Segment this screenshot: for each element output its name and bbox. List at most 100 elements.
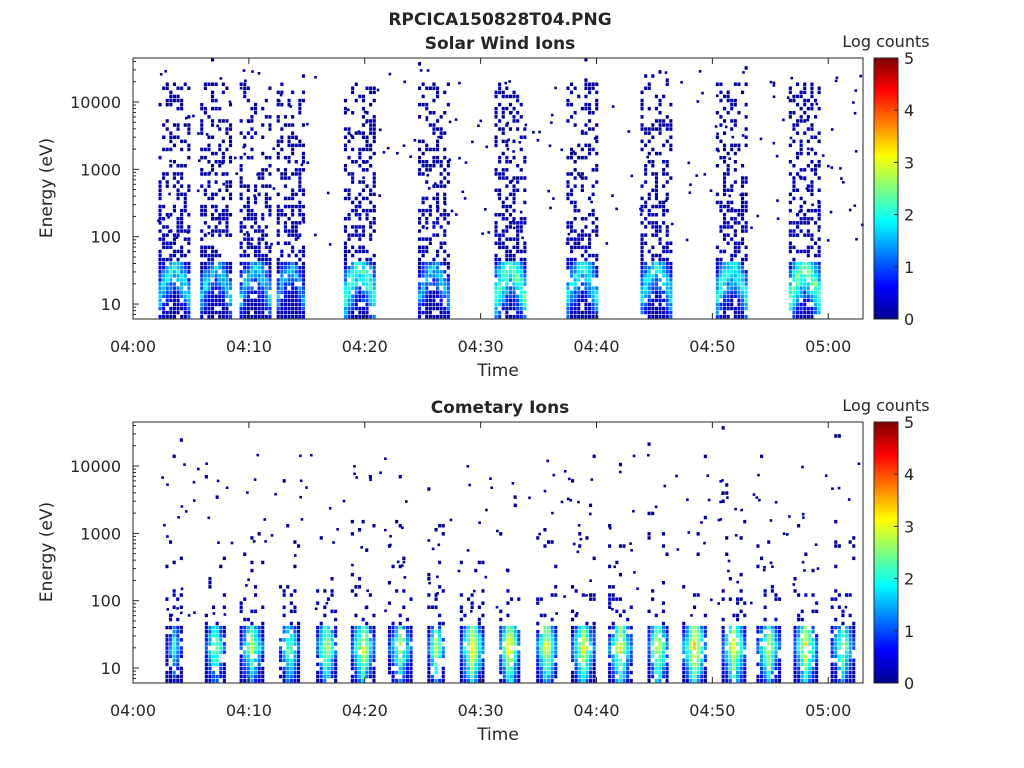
spectrogram-cell	[739, 642, 743, 646]
spectrogram-cell	[721, 646, 725, 650]
spectrogram-cell	[251, 70, 254, 73]
spectrogram-cell	[796, 155, 800, 160]
spectrogram-cell	[810, 217, 814, 221]
spectrogram-cell	[591, 290, 595, 294]
spectrogram-cell	[172, 630, 176, 634]
spectrogram-cell	[214, 217, 218, 221]
spectrogram-cell	[428, 310, 432, 315]
spectrogram-cell	[788, 282, 792, 286]
spectrogram-cell	[837, 646, 841, 650]
spectrogram-cell	[365, 670, 369, 675]
spectrogram-cell	[793, 654, 797, 658]
spectrogram-cell	[250, 135, 254, 139]
spectrogram-cell	[811, 654, 815, 658]
spectrogram-cell	[662, 270, 666, 274]
spectrogram-cell	[239, 196, 243, 201]
spectrogram-cell	[716, 132, 719, 136]
spectrogram-cell	[432, 131, 436, 135]
spectrogram-cell	[550, 617, 554, 622]
spectrogram-cell	[200, 213, 204, 217]
spectrogram-cell	[651, 74, 655, 78]
spectrogram-cell	[418, 208, 422, 213]
spectrogram-cell	[715, 82, 719, 86]
spectrogram-cell	[459, 617, 463, 622]
spectrogram-cell	[398, 658, 402, 662]
spectrogram-cell	[354, 196, 358, 201]
spectrogram-cell	[283, 172, 287, 176]
spectrogram-cell	[629, 605, 633, 609]
spectrogram-cell	[239, 674, 243, 679]
spectrogram-cell	[760, 662, 764, 667]
spectrogram-cell	[239, 310, 243, 315]
spectrogram-cell	[179, 670, 183, 675]
spectrogram-cell	[726, 261, 730, 266]
spectrogram-cell	[807, 658, 811, 662]
spectrogram-cell	[589, 678, 593, 683]
spectrogram-cell	[261, 229, 265, 233]
spectrogram-cell	[800, 646, 804, 650]
spectrogram-cell	[585, 662, 589, 667]
spectrogram-cell	[421, 151, 425, 156]
spectrogram-cell	[665, 139, 669, 144]
spectrogram-cell	[350, 678, 354, 683]
spectrogram-cell	[212, 678, 216, 683]
spectrogram-cell	[172, 658, 176, 662]
spectrogram-cell	[286, 670, 290, 675]
spectrogram-cell	[571, 625, 575, 630]
spectrogram-cell	[803, 302, 807, 307]
spectrogram-cell	[728, 577, 732, 581]
spectrogram-cell	[358, 662, 362, 667]
spectrogram-cell	[588, 294, 592, 298]
spectrogram-cell	[796, 213, 800, 217]
spectrogram-cell	[179, 625, 183, 630]
spectrogram-cell	[243, 290, 247, 294]
spectrogram-cell	[618, 670, 622, 675]
spectrogram-cell	[834, 617, 838, 622]
spectrogram-cell	[477, 560, 481, 565]
spectrogram-cell	[218, 213, 222, 217]
spectrogram-cell	[225, 225, 229, 229]
spectrogram-cell	[467, 597, 471, 601]
spectrogram-cell	[358, 585, 362, 589]
spectrogram-cell	[287, 176, 291, 180]
spectrogram-cell	[798, 175, 802, 178]
spectrogram-cell	[651, 164, 655, 168]
spectrogram-cell	[298, 111, 302, 115]
spectrogram-cell	[187, 143, 191, 148]
spectrogram-cell	[418, 86, 422, 90]
spectrogram-cell	[778, 625, 782, 630]
spectrogram-cell	[523, 135, 527, 139]
spectrogram-cell	[294, 302, 298, 307]
spectrogram-cell	[502, 678, 506, 683]
spectrogram-cell	[588, 278, 592, 282]
spectrogram-cell	[654, 213, 658, 217]
spectrogram-cell	[739, 589, 743, 593]
spectrogram-cell	[200, 278, 204, 282]
spectrogram-cell	[505, 306, 509, 311]
spectrogram-cell	[512, 245, 516, 250]
spectrogram-cell	[848, 208, 852, 212]
spectrogram-cell	[301, 90, 305, 95]
spectrogram-cell	[741, 261, 745, 266]
spectrogram-cell	[654, 634, 658, 638]
spectrogram-cell	[334, 678, 338, 683]
spectrogram-cell	[543, 674, 547, 679]
spectrogram-cell	[276, 143, 280, 148]
spectrogram-cell	[361, 670, 365, 675]
spectrogram-cell	[459, 605, 463, 609]
spectrogram-cell	[211, 192, 215, 197]
spectrogram-cell	[615, 642, 619, 646]
spectrogram-cell	[268, 294, 272, 298]
spectrogram-cell	[239, 208, 243, 213]
spectrogram-cell	[358, 286, 362, 290]
spectrogram-cell	[430, 605, 434, 609]
spectrogram-cell	[427, 642, 431, 646]
spectrogram-cell	[246, 625, 250, 630]
spectrogram-cell	[508, 160, 512, 164]
spectrogram-cell	[501, 127, 505, 131]
spectrogram-cell	[439, 164, 443, 168]
spectrogram-cell	[428, 306, 432, 311]
spectrogram-cell	[218, 298, 222, 303]
spectrogram-cell	[298, 278, 302, 282]
spectrogram-cell	[494, 213, 498, 217]
